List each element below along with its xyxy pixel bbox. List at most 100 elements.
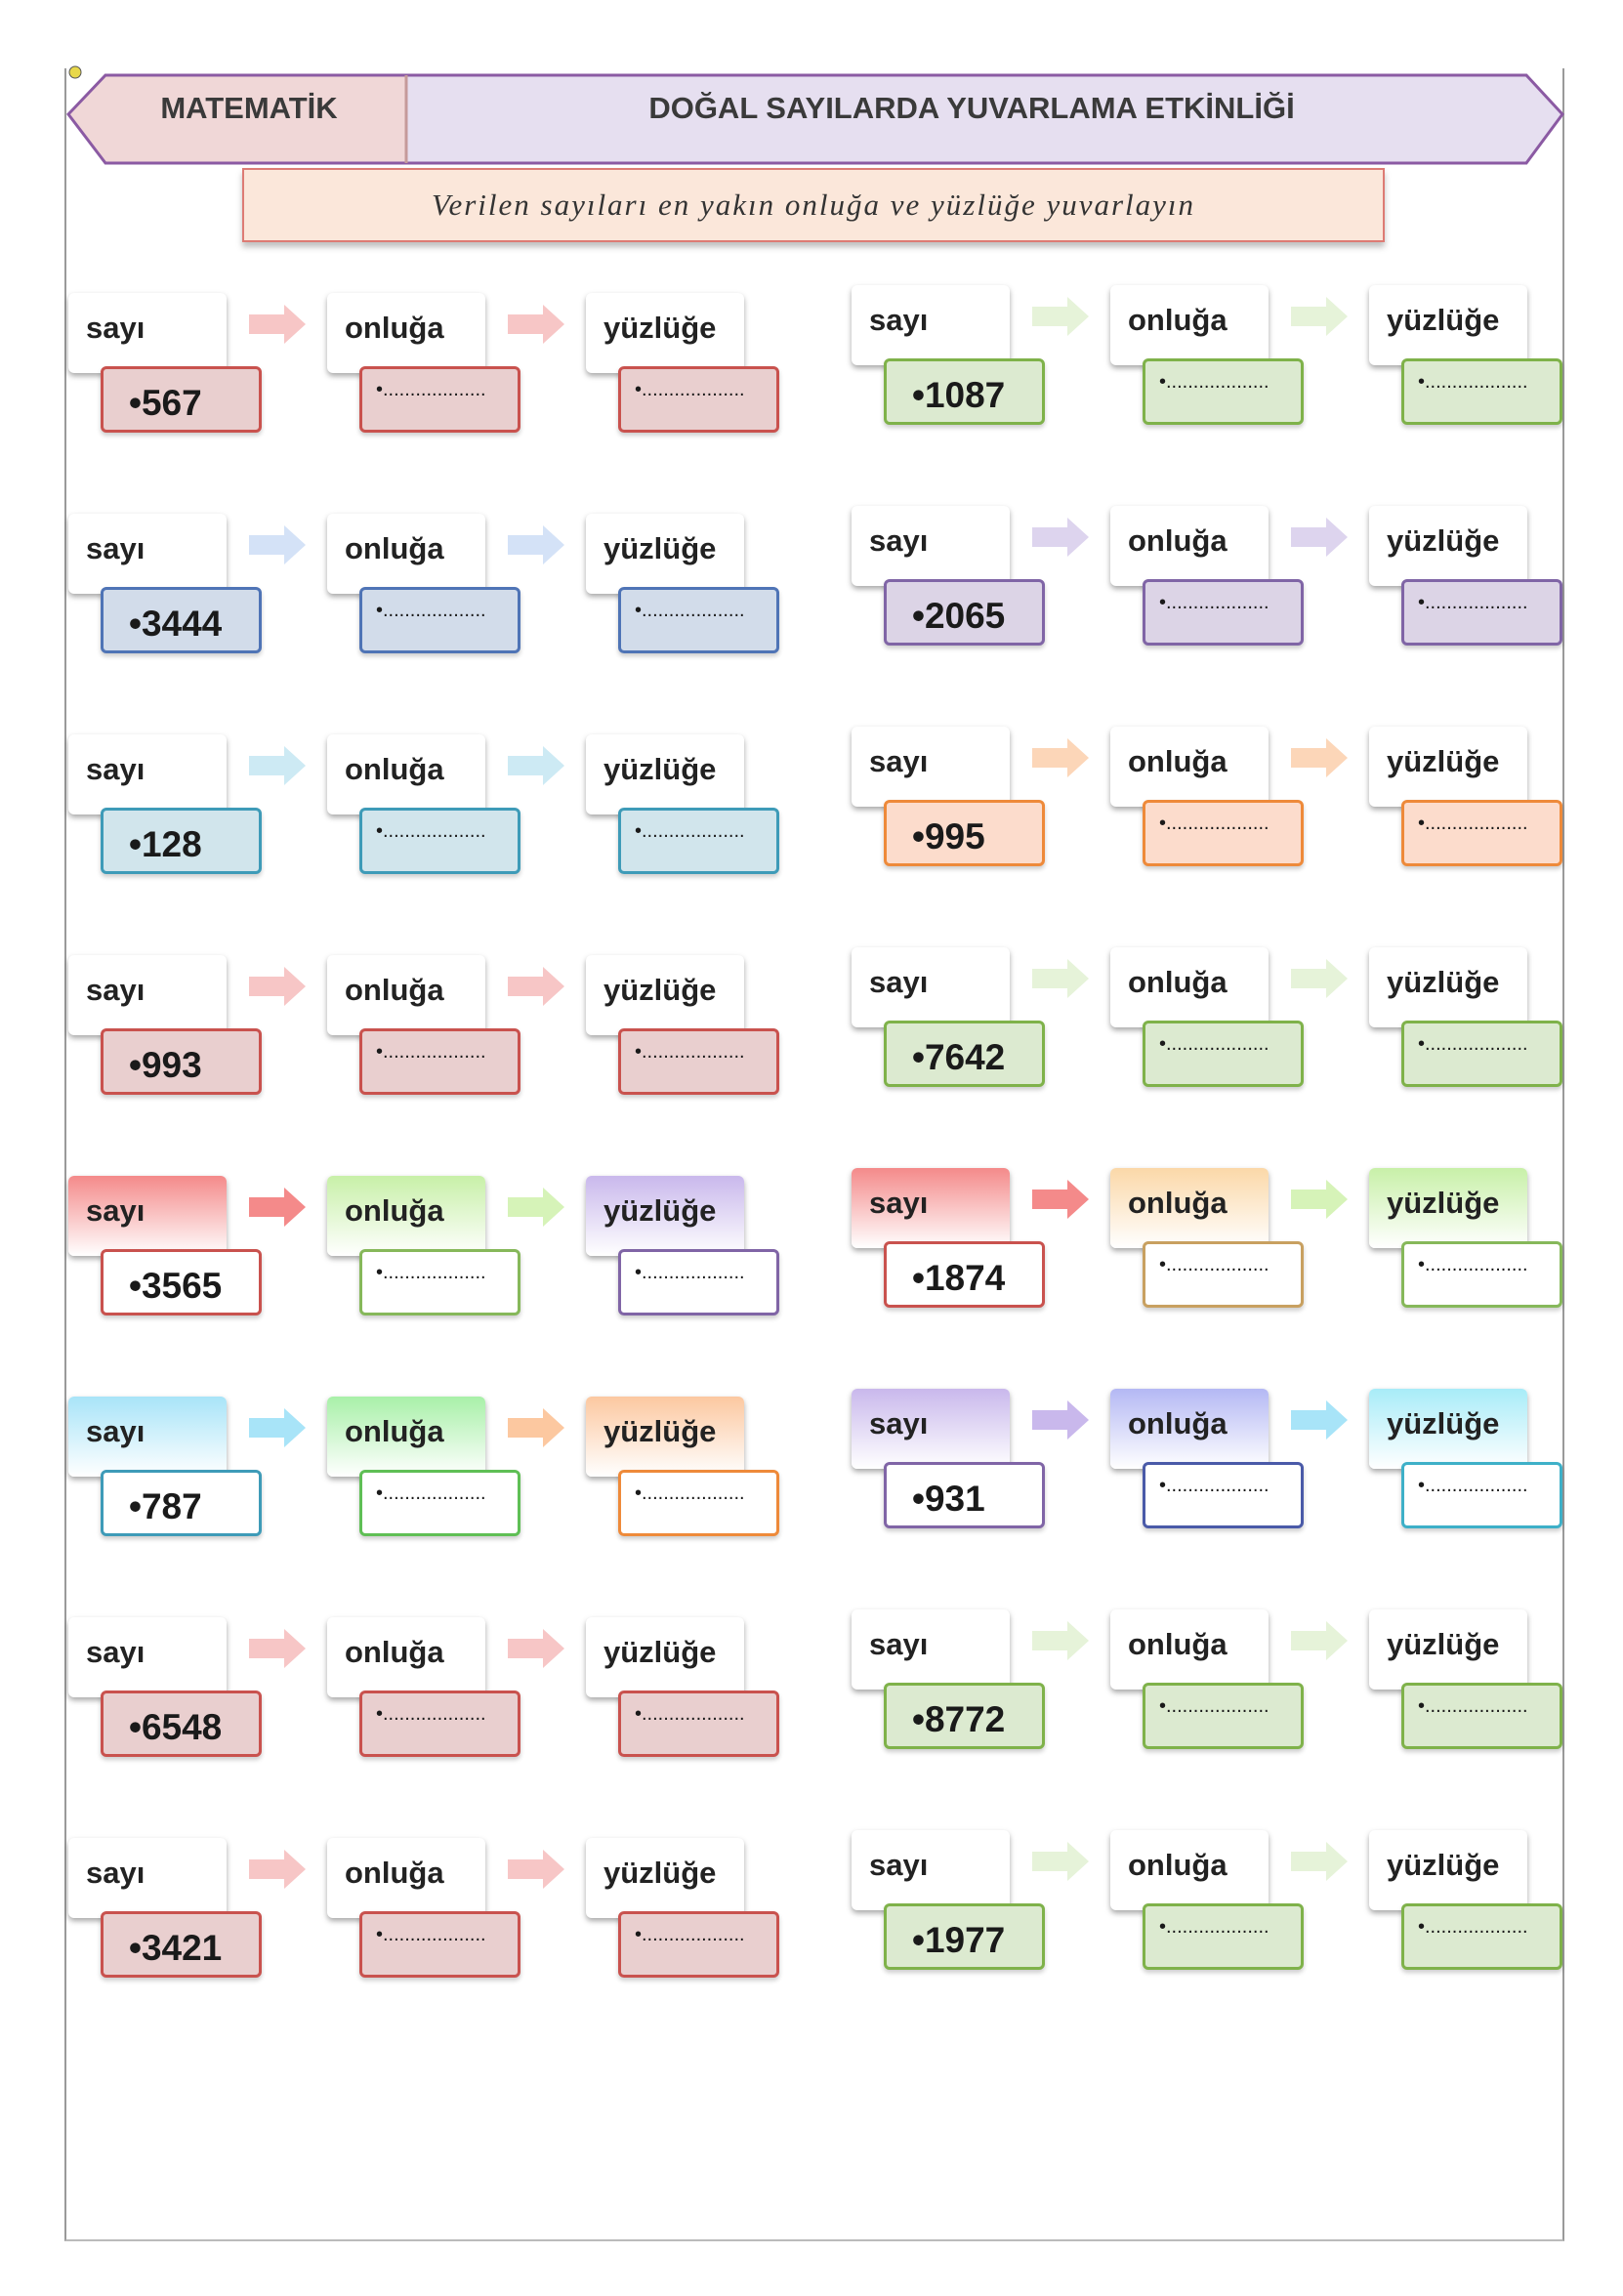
number-value: •1087 <box>912 375 1006 415</box>
answer-blank: •................... <box>1418 592 1528 613</box>
hundreds-answer-box[interactable]: •................... <box>1401 1683 1562 1749</box>
arrow-right-icon <box>508 1408 564 1447</box>
tens-answer-box[interactable]: •................... <box>1143 1241 1304 1308</box>
answer-blank: •................... <box>1159 1033 1269 1055</box>
sayi-card: sayı <box>68 1176 227 1256</box>
onluga-card: onluğa <box>1110 1609 1269 1690</box>
exercise-item: sayı •787 onluğa •................... yüzlüğ… <box>68 1397 811 1553</box>
tens-answer-box[interactable]: •................... <box>1143 358 1304 425</box>
onluga-card: onluğa <box>327 1176 485 1256</box>
hundreds-answer-box[interactable]: •................... <box>618 587 779 653</box>
exercise-item: sayı •3421 onluğa •................... yüzlü… <box>68 1838 811 1994</box>
tens-answer-box[interactable]: •................... <box>359 1691 520 1757</box>
tens-answer-box[interactable]: •................... <box>1143 1462 1304 1528</box>
arrow-right-icon <box>1291 1842 1348 1881</box>
sayi-card: sayı <box>852 1168 1010 1248</box>
yuzluge-card: yüzlüğe <box>586 1176 744 1256</box>
hundreds-answer-box[interactable]: •................... <box>1401 1241 1562 1308</box>
tens-answer-box[interactable]: •................... <box>1143 1683 1304 1749</box>
answer-blank: •................... <box>1418 1033 1528 1055</box>
sayi-card: sayı <box>68 1397 227 1477</box>
yuzluge-card: yüzlüğe <box>586 1838 744 1918</box>
number-value: •3421 <box>129 1928 223 1968</box>
number-value: •128 <box>129 824 202 864</box>
onluga-card: onluğa <box>327 1617 485 1697</box>
tens-answer-box[interactable]: •................... <box>359 1470 520 1536</box>
arrow-right-icon <box>508 525 564 564</box>
hundreds-answer-box[interactable]: •................... <box>1401 1021 1562 1087</box>
answer-blank: •................... <box>1159 813 1269 834</box>
sayi-card: sayı <box>852 1609 1010 1690</box>
hundreds-answer-box[interactable]: •................... <box>1401 579 1562 646</box>
exercise-item: sayı •3565 onluğa •................... yüzlü… <box>68 1176 811 1332</box>
exercise-item: sayı •1087 onluğa •................... yüzlü… <box>852 285 1594 441</box>
exercise-item: sayı •995 onluğa •................... yüzlüğ… <box>852 727 1594 883</box>
answer-blank: •................... <box>376 820 486 842</box>
answer-blank: •................... <box>635 1703 745 1725</box>
number-value: •995 <box>912 816 985 856</box>
exercise-item: sayı •8772 onluğa •................... yüzlü… <box>852 1609 1594 1766</box>
number-value: •3444 <box>129 604 223 644</box>
tens-answer-box[interactable]: •................... <box>1143 1021 1304 1087</box>
number-box: •931 <box>884 1462 1045 1528</box>
tens-answer-box[interactable]: •................... <box>1143 1903 1304 1970</box>
sayi-card: sayı <box>852 947 1010 1027</box>
answer-blank: •................... <box>1418 1695 1528 1717</box>
yuzluge-card: yüzlüğe <box>586 293 744 373</box>
hundreds-answer-box[interactable]: •................... <box>618 1911 779 1978</box>
onluga-card: onluğa <box>327 734 485 814</box>
arrow-right-icon <box>508 305 564 344</box>
tens-answer-box[interactable]: •................... <box>359 1249 520 1315</box>
hundreds-answer-box[interactable]: •................... <box>618 1691 779 1757</box>
hundreds-answer-box[interactable]: •................... <box>618 1028 779 1095</box>
hundreds-answer-box[interactable]: •................... <box>618 366 779 433</box>
hundreds-answer-box[interactable]: •................... <box>618 808 779 874</box>
number-box: •1874 <box>884 1241 1045 1308</box>
tens-answer-box[interactable]: •................... <box>359 1028 520 1095</box>
hundreds-answer-box[interactable]: •................... <box>1401 1462 1562 1528</box>
number-box: •6548 <box>101 1691 262 1757</box>
arrow-right-icon <box>249 1850 306 1889</box>
arrow-right-icon <box>1032 1842 1089 1881</box>
tens-answer-box[interactable]: •................... <box>359 366 520 433</box>
arrow-right-icon <box>1291 1621 1348 1660</box>
answer-blank: •................... <box>635 379 745 400</box>
tens-answer-box[interactable]: •................... <box>1143 579 1304 646</box>
tens-answer-box[interactable]: •................... <box>359 808 520 874</box>
arrow-right-icon <box>249 305 306 344</box>
onluga-card: onluğa <box>1110 1830 1269 1910</box>
yuzluge-card: yüzlüğe <box>1369 506 1527 586</box>
hundreds-answer-box[interactable]: •................... <box>618 1249 779 1315</box>
sayi-card: sayı <box>852 506 1010 586</box>
exercise-item: sayı •931 onluğa •................... yüzlüğ… <box>852 1389 1594 1545</box>
hundreds-answer-box[interactable]: •................... <box>1401 800 1562 866</box>
hundreds-answer-box[interactable]: •................... <box>1401 358 1562 425</box>
yuzluge-card: yüzlüğe <box>1369 947 1527 1027</box>
tens-answer-box[interactable]: •................... <box>359 1911 520 1978</box>
number-value: •1874 <box>912 1258 1006 1298</box>
yuzluge-card: yüzlüğe <box>1369 285 1527 365</box>
yuzluge-card: yüzlüğe <box>586 955 744 1035</box>
arrow-right-icon <box>508 1850 564 1889</box>
yuzluge-card: yüzlüğe <box>1369 727 1527 807</box>
hundreds-answer-box[interactable]: •................... <box>1401 1903 1562 1970</box>
number-box: •787 <box>101 1470 262 1536</box>
sayi-card: sayı <box>852 727 1010 807</box>
exercise-item: sayı •993 onluğa •................... yüzlüğ… <box>68 955 811 1111</box>
yuzluge-card: yüzlüğe <box>1369 1389 1527 1469</box>
onluga-card: onluğa <box>327 1397 485 1477</box>
sayi-card: sayı <box>68 1838 227 1918</box>
number-value: •2065 <box>912 596 1006 636</box>
yuzluge-card: yüzlüğe <box>1369 1830 1527 1910</box>
number-value: •3565 <box>129 1266 223 1306</box>
sayi-card: sayı <box>68 293 227 373</box>
tens-answer-box[interactable]: •................... <box>359 587 520 653</box>
arrow-right-icon <box>1032 297 1089 336</box>
answer-blank: •................... <box>376 1041 486 1063</box>
yuzluge-card: yüzlüğe <box>586 514 744 594</box>
tens-answer-box[interactable]: •................... <box>1143 800 1304 866</box>
page-frame <box>64 68 1564 2241</box>
hundreds-answer-box[interactable]: •................... <box>618 1470 779 1536</box>
header-banner <box>66 65 1564 165</box>
answer-blank: •................... <box>376 1262 486 1283</box>
